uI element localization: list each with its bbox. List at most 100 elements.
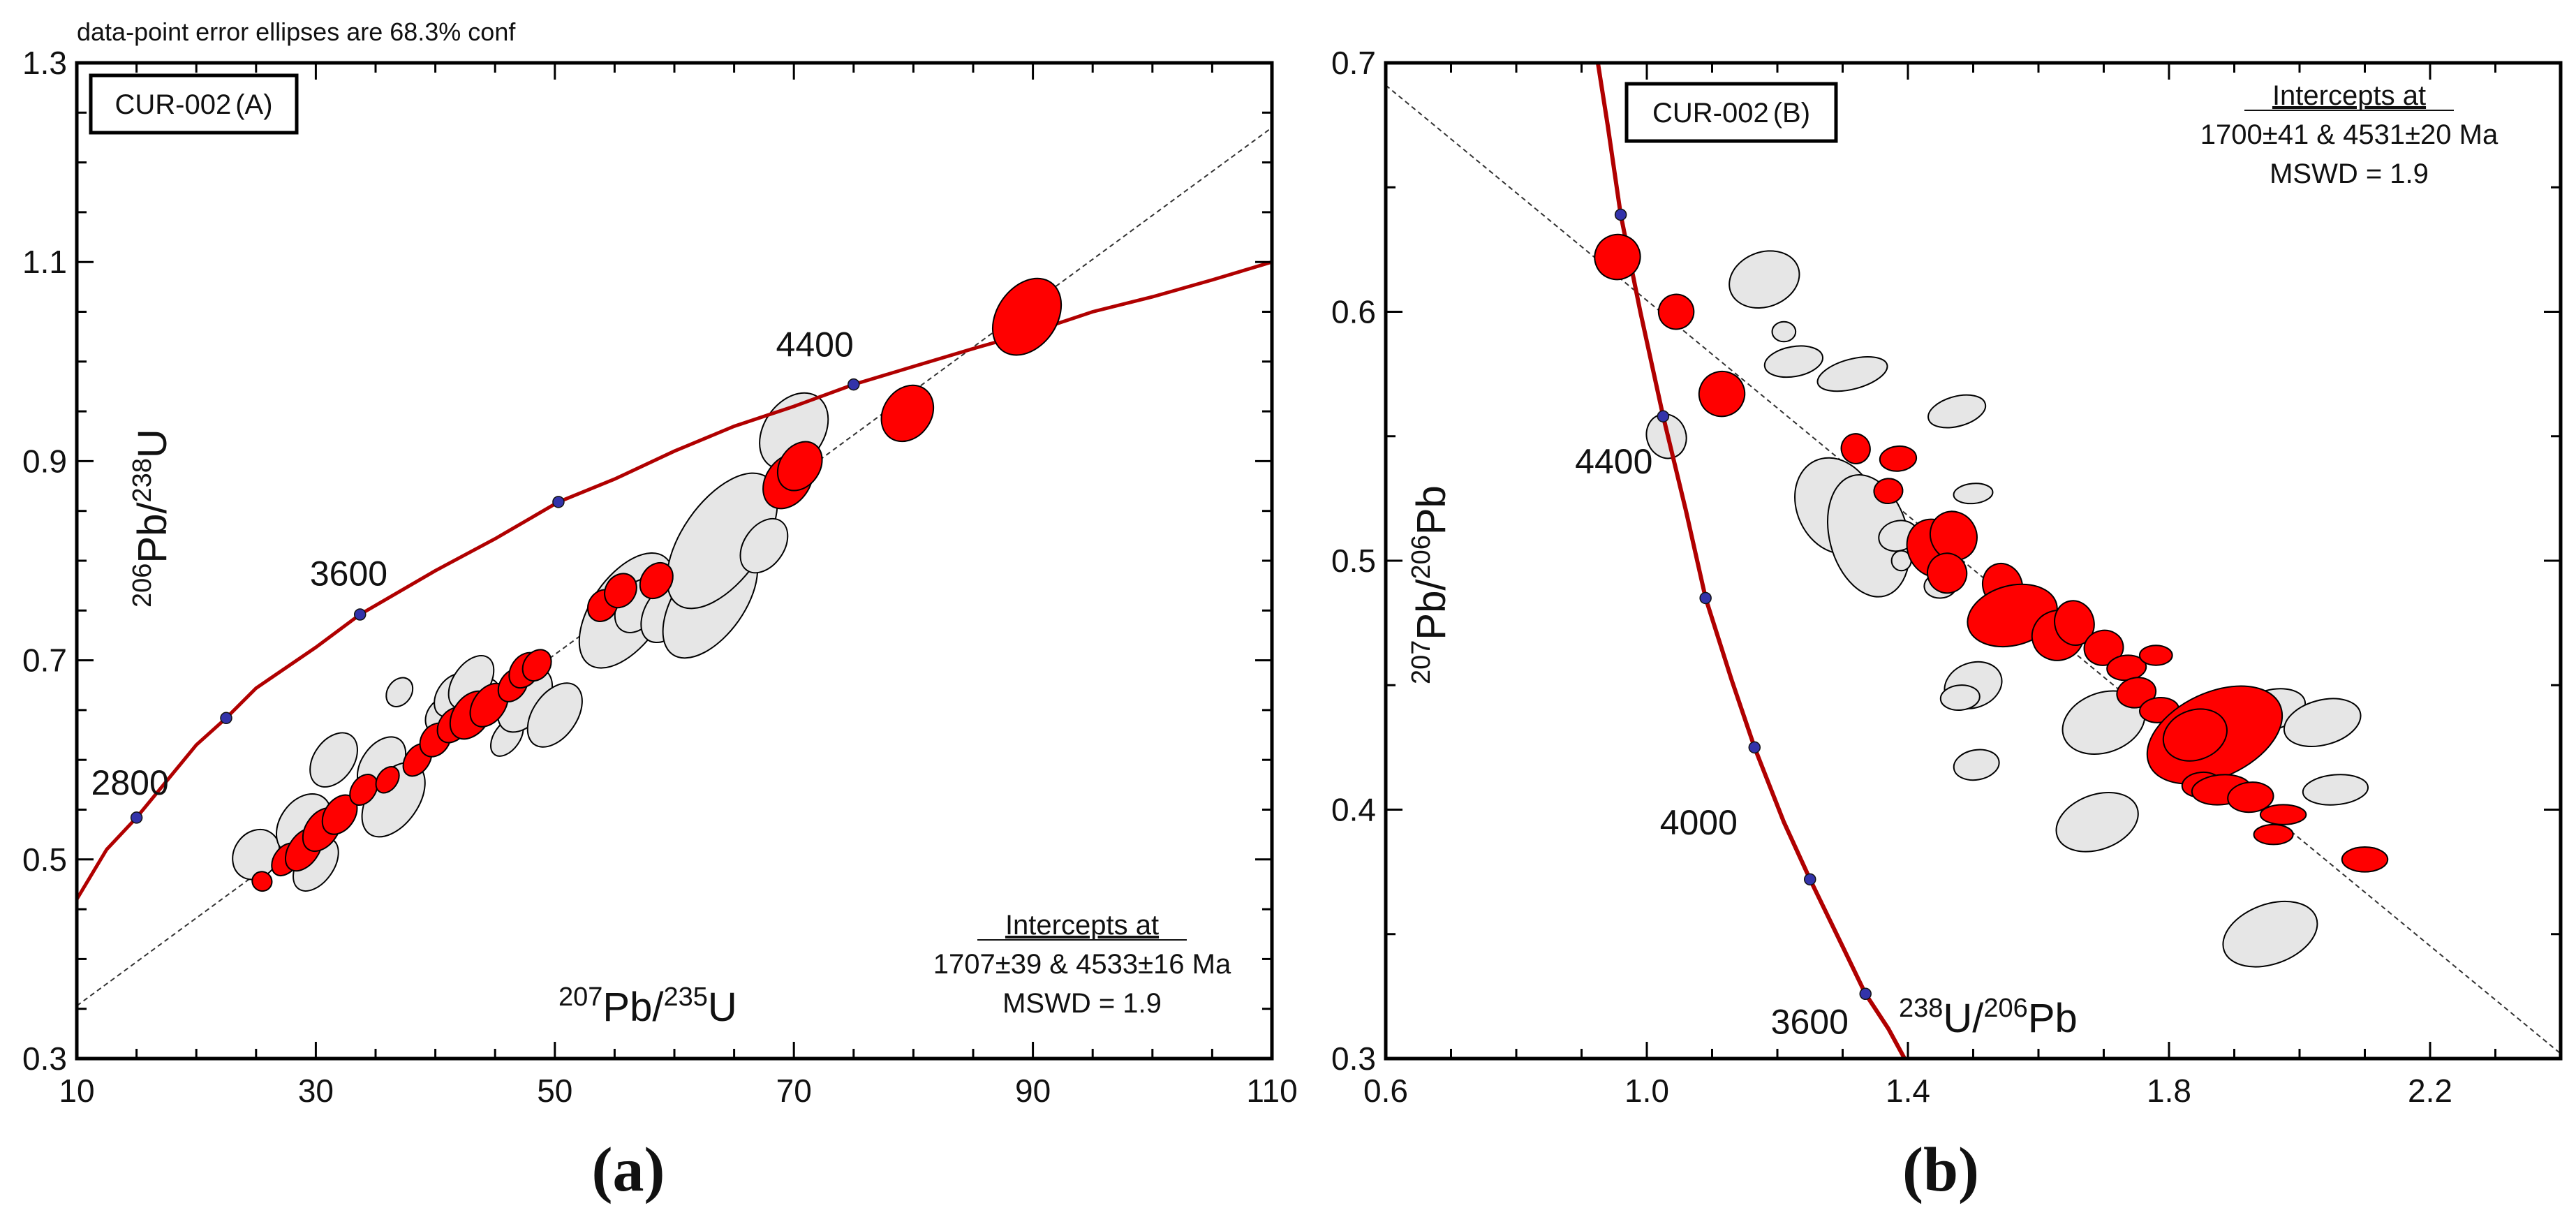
panel-b-age-label-2: 3600: [1771, 1002, 1849, 1041]
panel-b-concordant-ellipse-12: [2054, 600, 2095, 646]
panel-b-ylabel-sup2: 206: [1407, 535, 1436, 579]
panel-a-concordant-ellipse-20: [880, 384, 935, 443]
panel-b-concordant-ellipse-2: [1698, 370, 1746, 418]
panel-a-plot-area: [77, 126, 1272, 1078]
panel-b-discordant-ellipse-9: [1927, 394, 1987, 429]
panel-b-age-marker-1: [1657, 410, 1670, 422]
panel-a-y-tick-label: 0.3: [22, 1040, 67, 1077]
panel-b-discordant-ellipse-14: [1953, 749, 2000, 781]
panel-b-concordant-ellipse-8: [1926, 552, 1968, 594]
panel-a-intercepts-title: Intercepts at: [1005, 910, 1159, 941]
panel-a-y-tick-label: 0.7: [22, 642, 67, 679]
panel-b-discordant-ellipse-10: [1953, 483, 1994, 505]
panel-a-y-axis-title: 206Pb/238U: [128, 429, 175, 608]
panel-b-discordia-line: [1386, 84, 2561, 1054]
panel-b-age-marker-5: [1859, 987, 1872, 1001]
panel-a-y-tick-label: 0.9: [22, 443, 67, 479]
panel-a-xlabel-sup1: 207: [558, 982, 602, 1012]
panel-b-concordant-ellipse-24: [2253, 823, 2294, 846]
panel-a-xlabel-sup2: 235: [663, 982, 707, 1012]
panel-a-intercepts-ages: 1707±39 & 4533±16 Ma: [933, 949, 1231, 980]
panel-b-panel-tag: (b): [1902, 1135, 1979, 1205]
panel-b-concordant-ellipse-19: [2162, 708, 2228, 762]
panel-a-sample-sub: (A): [235, 89, 272, 120]
panel-a-x-tick-label: 90: [1015, 1073, 1051, 1109]
panel-a-x-tick-label: 70: [776, 1073, 812, 1109]
panel-b-y-tick-label: 0.6: [1331, 294, 1376, 330]
panel-a-ylabel-sup2: 238: [128, 458, 157, 502]
panel-b-xlabel-base1: U/: [1943, 996, 1984, 1041]
panel-a-age-label-0: 2800: [91, 763, 169, 802]
panel-b-intercepts-ages: 1700±41 & 4531±20 Ma: [2200, 119, 2499, 150]
panel-a-concordant-ellipse-21: [991, 277, 1063, 356]
panel-b-xlabel-sup1: 238: [1899, 994, 1943, 1023]
panel-b-y-tick-label: 0.3: [1331, 1040, 1376, 1077]
panel-b-y-tick-label: 0.7: [1331, 45, 1376, 81]
panel-b-plot-area: [1386, 63, 2561, 1059]
panel-b-age-marker-4: [1804, 873, 1816, 886]
panel-b-concordant-ellipse-0: [1594, 233, 1641, 281]
panel-b-discordant-ellipse-2: [1816, 356, 1888, 392]
panel-a-ylabel-sup1: 206: [128, 564, 157, 608]
panel-b-xlabel-sup2: 206: [1983, 994, 2027, 1023]
panel-b-x-tick-label: 1.4: [1886, 1073, 1930, 1109]
panel-b-concordant-ellipse-15: [2138, 645, 2173, 666]
panel-b-age-label-0: 4400: [1575, 442, 1652, 481]
panel-a-age-marker-2: [353, 608, 367, 621]
panel-b-x-tick-label: 0.6: [1363, 1073, 1408, 1109]
panel-b-ylabel-base2: Pb: [1409, 485, 1454, 535]
panel-a-x-axis-title: 207Pb/235U: [558, 982, 737, 1030]
panel-a-sample-box: [89, 73, 299, 135]
panel-b-x-tick-label: 1.0: [1624, 1073, 1669, 1109]
panel-a-age-marker-1: [220, 712, 232, 725]
panel-b-discordant-ellipse-13: [1939, 684, 1981, 711]
panel-a-concordant-ellipse-17: [639, 561, 674, 600]
panel-a-y-tick-label: 0.5: [22, 841, 67, 878]
panel-a-age-label-1: 3600: [310, 554, 387, 594]
panel-b-concordant-ellipse-13: [2083, 629, 2124, 666]
panel-b-x-tick-label: 2.2: [2408, 1073, 2452, 1109]
panel-a-xlabel-base1: Pb/: [602, 985, 664, 1030]
panel-a-xlabel-base2: U: [708, 985, 737, 1030]
panel-a-concordant-ellipse-14: [521, 649, 552, 682]
panel-b-y-axis-title: 207Pb/206Pb: [1407, 485, 1454, 684]
panel-b-discordant-ellipse-3: [1771, 321, 1797, 343]
panel-a-concordant-ellipse-16: [604, 573, 637, 609]
panel-b-x-axis-title: 238U/206Pb: [1899, 994, 2078, 1041]
panel-a-concordant-ellipse-5: [349, 774, 378, 806]
panel-b-sample-name: CUR-002: [1652, 98, 1769, 128]
panel-a-intercepts-mswd: MSWD = 1.9: [1002, 988, 1162, 1019]
panel-b-concordant-ellipse-3: [1840, 433, 1871, 464]
panel-a-x-tick-label: 110: [1246, 1073, 1297, 1109]
panel-a-ylabel-base1: Pb/: [130, 502, 175, 564]
panel-a-age-marker-3: [552, 496, 565, 508]
panel-b-sample-sub: (B): [1773, 98, 1810, 128]
panel-b-concordant-ellipse-5: [1873, 478, 1904, 505]
panel-a-x-tick-label: 50: [537, 1073, 572, 1109]
panel-b-ylabel-sup1: 207: [1407, 640, 1436, 684]
panel-b-concordant-ellipse-7: [1929, 510, 1978, 561]
panel-a-age-label-2: 4400: [776, 325, 854, 364]
panel-b-intercepts-mswd: MSWD = 1.9: [2270, 159, 2429, 189]
panel-a-sample-name: CUR-002: [114, 89, 231, 120]
panel-b-discordant-ellipse-16: [2055, 792, 2139, 853]
panel-b-discordant-ellipse-19: [2302, 774, 2369, 806]
confidence-note: data-point error ellipses are 68.3% conf: [77, 17, 516, 46]
panel-b-concordant-ellipse-1: [1657, 293, 1695, 330]
panel-a-discordant-ellipse-3: [309, 732, 358, 788]
panel-a-age-marker-0: [130, 811, 143, 824]
panel-b-discordant-ellipse-18: [2283, 698, 2362, 747]
panel-b-concordant-ellipse-23: [2259, 804, 2307, 825]
panel-a-discordant-ellipse-22: [362, 1062, 377, 1078]
panel-a-panel-tag: (a): [592, 1135, 665, 1205]
panel-b-age-label-1: 4000: [1660, 803, 1738, 842]
panel-a-concordant-ellipse-0: [251, 871, 273, 892]
panel-b-age-marker-3: [1748, 741, 1761, 754]
panel-a-discordant-ellipse-20: [739, 517, 789, 574]
panel-b-x-tick-label: 1.8: [2147, 1073, 2191, 1109]
panel-b-y-tick-label: 0.4: [1331, 792, 1376, 828]
panel-b-sample-label: CUR-002 (B): [1652, 98, 1810, 128]
panel-b-concordant-ellipse-22: [2227, 781, 2274, 813]
panel-b-sample-box: [1624, 82, 1838, 143]
